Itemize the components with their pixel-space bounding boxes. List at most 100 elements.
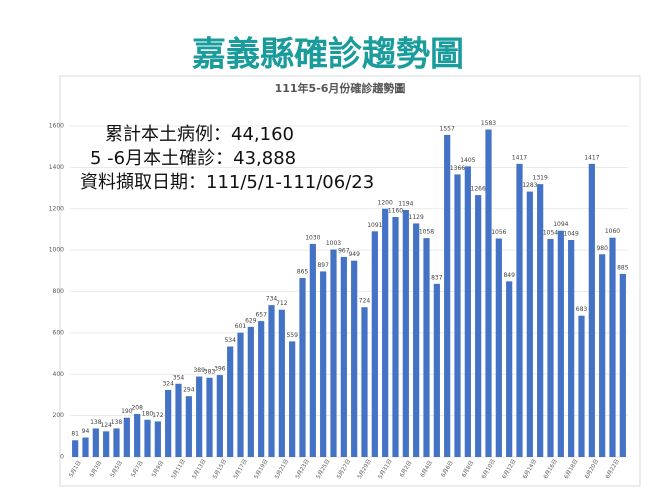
bar <box>464 166 471 457</box>
bar <box>113 428 120 457</box>
data-label: 138 <box>90 419 102 426</box>
data-label: 190 <box>121 408 133 415</box>
bar <box>609 237 616 457</box>
bar <box>454 174 461 457</box>
data-label: 138 <box>111 419 123 426</box>
bar <box>299 278 306 457</box>
bar <box>134 413 141 457</box>
bar <box>123 417 130 457</box>
bar <box>175 383 182 457</box>
bar <box>526 191 533 457</box>
bar <box>330 249 337 457</box>
data-label: 172 <box>152 412 164 419</box>
data-label: 967 <box>338 247 350 254</box>
data-label: 1283 <box>522 182 537 189</box>
bar <box>340 256 347 457</box>
bar <box>206 377 213 457</box>
data-label: 1583 <box>481 120 496 127</box>
bar <box>495 238 502 457</box>
data-label: 534 <box>224 337 236 344</box>
data-label: 1417 <box>584 154 599 161</box>
bar <box>309 243 316 457</box>
bar <box>485 129 492 457</box>
y-tick-label: 1000 <box>49 247 64 254</box>
y-tick-label: 1600 <box>49 123 64 130</box>
y-tick-label: 400 <box>53 371 65 378</box>
data-label: 1091 <box>367 222 382 229</box>
y-tick-label: 600 <box>53 329 65 336</box>
data-label: 1319 <box>533 175 548 182</box>
chart-frame <box>59 75 641 487</box>
data-label: 601 <box>235 323 247 330</box>
y-tick-label: 0 <box>60 454 64 461</box>
bar <box>247 326 254 457</box>
data-label: 124 <box>100 422 112 429</box>
y-tick-label: 1400 <box>49 164 64 171</box>
bar <box>392 217 399 457</box>
bar <box>289 341 296 457</box>
bar <box>154 421 161 457</box>
bar <box>103 431 110 457</box>
bar <box>475 195 482 457</box>
bar <box>278 309 285 457</box>
data-label: 389 <box>193 367 205 374</box>
bar <box>588 163 595 457</box>
annotation: 5 -6月本土確診：43,888 <box>90 148 296 169</box>
bar <box>82 437 89 457</box>
bar <box>237 332 244 457</box>
data-label: 849 <box>503 272 515 279</box>
data-label: 1129 <box>409 214 424 221</box>
data-label: 94 <box>82 428 90 435</box>
data-label: 734 <box>266 296 278 303</box>
bar <box>196 376 203 457</box>
data-label: 885 <box>617 264 629 271</box>
bar <box>371 231 378 457</box>
data-label: 1060 <box>605 228 620 235</box>
data-label: 1049 <box>564 230 579 237</box>
bar <box>268 305 275 457</box>
annotation: 資料擷取日期：111/5/1-111/06/23 <box>80 172 374 193</box>
bar <box>361 307 368 457</box>
bar <box>227 346 234 457</box>
bar <box>92 428 99 457</box>
data-label: 1054 <box>543 229 558 236</box>
data-label: 180 <box>142 410 154 417</box>
bar <box>506 281 513 457</box>
data-label: 354 <box>173 374 185 381</box>
data-label: 683 <box>576 306 588 313</box>
data-label: 1366 <box>450 165 465 172</box>
data-label: 1030 <box>305 234 320 241</box>
data-label: 629 <box>245 317 257 324</box>
bar <box>578 315 585 457</box>
data-label: 980 <box>596 245 608 252</box>
y-tick-label: 800 <box>53 288 65 295</box>
data-label: 81 <box>71 431 79 438</box>
data-label: 396 <box>214 366 226 373</box>
bar <box>444 134 451 457</box>
bar <box>382 208 389 457</box>
data-label: 1094 <box>553 221 568 228</box>
chart-subtitle: 111年5-6月份確診趨勢圖 <box>275 81 406 95</box>
data-label: 1056 <box>491 229 506 236</box>
bar <box>144 419 151 457</box>
bar <box>433 283 440 457</box>
bar <box>423 238 430 457</box>
data-label: 1160 <box>388 208 403 215</box>
chart-title: 嘉義縣確診趨勢圖 <box>192 35 464 75</box>
data-label: 724 <box>359 298 371 305</box>
data-label: 949 <box>348 251 360 258</box>
bar <box>557 230 564 457</box>
bar <box>516 163 523 457</box>
bar <box>619 273 626 457</box>
bar <box>258 321 265 457</box>
data-label: 1405 <box>460 157 475 164</box>
data-label: 865 <box>297 269 309 276</box>
data-label: 897 <box>317 262 329 269</box>
data-label: 1194 <box>398 200 413 207</box>
data-label: 1003 <box>326 240 341 247</box>
bar <box>402 209 409 457</box>
data-label: 657 <box>255 312 267 319</box>
bar <box>165 389 172 457</box>
data-label: 1200 <box>378 199 393 206</box>
